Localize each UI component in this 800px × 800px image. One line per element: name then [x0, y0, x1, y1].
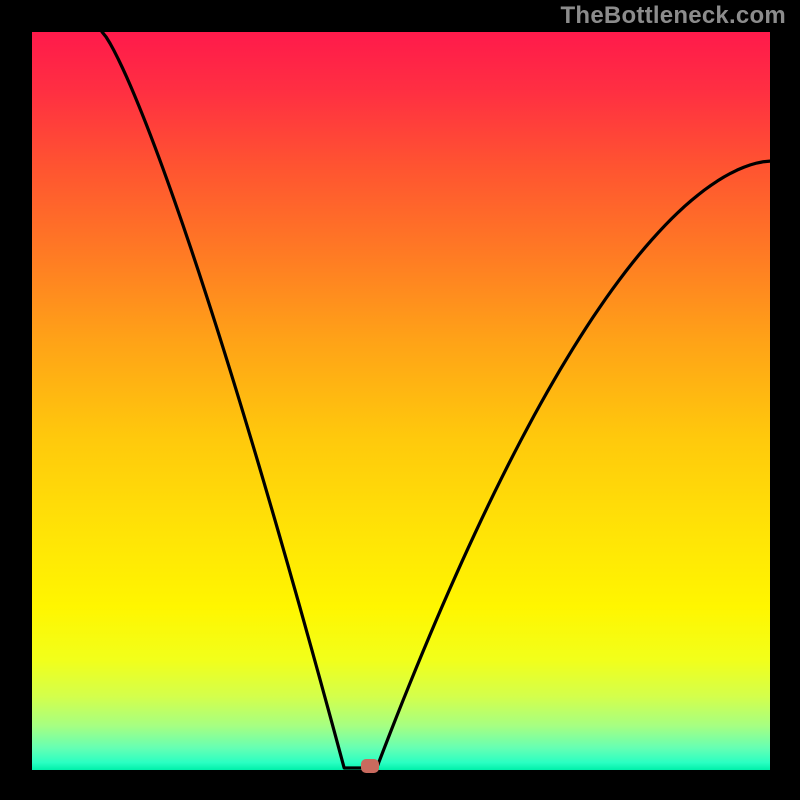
plot-area [32, 32, 770, 770]
bottleneck-curve-svg [32, 32, 770, 770]
bottleneck-curve [102, 32, 770, 768]
chart-frame: TheBottleneck.com [0, 0, 800, 800]
watermark-text: TheBottleneck.com [561, 2, 786, 30]
minimum-marker [361, 759, 379, 773]
